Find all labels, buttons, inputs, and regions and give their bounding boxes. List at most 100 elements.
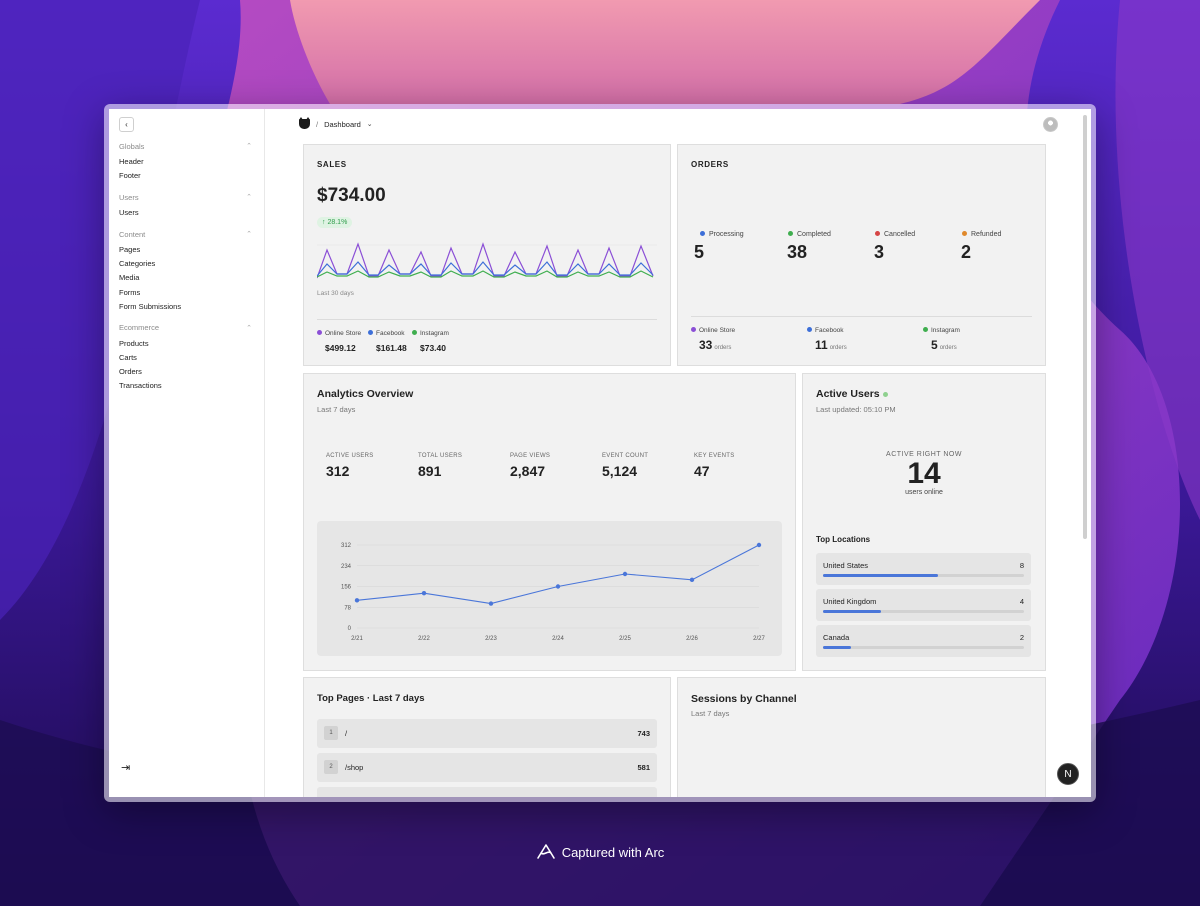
sidebar-item-form-submissions[interactable]: Form Submissions	[119, 301, 182, 311]
data-point	[689, 577, 695, 583]
location-count: 2	[1019, 633, 1024, 642]
sidebar-item-pages[interactable]: Pages	[119, 245, 141, 255]
chevron-down-icon[interactable]: ⌄	[366, 121, 373, 128]
status-dot	[962, 231, 967, 236]
nav-group-label: Users	[119, 192, 139, 202]
metric-key-events: KEY EVENTS 47	[694, 453, 735, 479]
sidebar-item-carts[interactable]: Carts	[119, 352, 137, 362]
sidebar-item-orders[interactable]: Orders	[119, 366, 142, 376]
nav-group-header[interactable]: Users ⌃	[119, 192, 264, 202]
table-row[interactable]: 1 / 743	[317, 719, 657, 748]
orders-label: ORDERS	[691, 160, 729, 169]
page-rank: 2	[324, 760, 338, 774]
chevron-up-icon: ⌃	[246, 143, 252, 150]
analytics-line-chart: 0 78 156 234 312 2/21 2/22 2/23 2/24 2/25 2/26 2/27	[341, 542, 765, 642]
order-source-instagram: Instagram 5 orders	[923, 327, 960, 352]
nav-group-label: Ecommerce	[119, 323, 160, 333]
capture-caption: Captured with Arc	[0, 843, 1200, 861]
x-tick-label: 2/22	[418, 636, 430, 642]
legend-dot	[317, 330, 322, 335]
source-name: Online Store	[699, 327, 736, 334]
order-status-completed: Completed 38	[787, 231, 831, 263]
location-row[interactable]: United Kingdom 4	[816, 589, 1031, 621]
table-row[interactable]: 2 /shop 581	[317, 753, 657, 782]
x-tick-label: 2/26	[686, 636, 698, 642]
nav-group-header[interactable]: Content ⌃	[119, 229, 264, 239]
sidebar-item-forms[interactable]: Forms	[119, 287, 141, 297]
active-now-unit: users online	[905, 489, 943, 496]
sales-period: Last 30 days	[317, 290, 354, 297]
order-source-facebook: Facebook 11 orders	[807, 327, 847, 352]
live-status-dot	[883, 392, 888, 397]
next-dev-button[interactable]: N	[1057, 763, 1079, 785]
data-point	[354, 598, 360, 603]
source-count-wrap: 11 orders	[807, 338, 847, 352]
location-bar-fill	[823, 646, 852, 649]
sidebar-item-products[interactable]: Products	[119, 338, 149, 348]
nav-group-ecommerce: Ecommerce ⌃ Products Carts Orders Transa…	[119, 323, 264, 395]
analytics-period: Last 7 days	[317, 405, 356, 414]
sidebar-item-transactions[interactable]: Transactions	[119, 381, 162, 391]
location-row[interactable]: Canada 2	[816, 625, 1031, 657]
chevron-up-icon: ⌃	[246, 194, 252, 202]
chevron-up-icon: ⌃	[246, 324, 252, 332]
location-bar-fill	[823, 574, 938, 577]
nav-group-header[interactable]: Ecommerce ⌃	[119, 323, 264, 333]
nav-group-globals: Globals ⌃ Header Footer	[119, 141, 264, 185]
scrollbar[interactable]	[1083, 115, 1087, 539]
orders-card: ORDERS Processing 5 Completed 38 Cancell…	[677, 144, 1046, 366]
sidebar-item-media[interactable]: Media	[119, 273, 140, 283]
active-now-count: 14	[907, 457, 941, 490]
location-row[interactable]: United States 8	[816, 553, 1031, 585]
location-count: 4	[1019, 597, 1024, 606]
sidebar-item-header[interactable]: Header	[119, 157, 144, 166]
x-tick-label: 2/25	[619, 636, 631, 642]
x-tick-label: 2/24	[552, 636, 564, 642]
nav-group-label: Globals	[119, 141, 145, 151]
logo-icon[interactable]	[299, 117, 310, 129]
metric-label: KEY EVENTS	[694, 453, 735, 459]
sidebar: ‹ Globals ⌃ Header Footer Users ⌃ Users …	[109, 109, 265, 797]
status-name: Cancelled	[884, 231, 916, 238]
sidebar-item-users[interactable]: Users	[119, 208, 139, 218]
sidebar-item-categories[interactable]: Categories	[119, 259, 156, 269]
source-count-wrap: 5 orders	[923, 338, 960, 352]
sales-label: SALES	[317, 160, 347, 169]
source-value: $73.40	[420, 343, 446, 353]
top-pages-title: Top Pages · Last 7 days	[317, 693, 425, 704]
sidebar-item-footer[interactable]: Footer	[119, 171, 141, 181]
order-status-processing: Processing 5	[694, 231, 744, 263]
avatar[interactable]	[1043, 117, 1058, 132]
chevron-left-icon[interactable]: ‹	[119, 117, 134, 132]
y-tick-label: 312	[341, 543, 352, 549]
location-name: Canada	[823, 633, 850, 642]
x-tick-label: 2/21	[351, 636, 363, 642]
metric-active-users: ACTIVE USERS 312	[326, 453, 374, 479]
location-name: United Kingdom	[823, 597, 877, 606]
metric-value: 312	[326, 463, 350, 479]
page-path: /shop	[345, 763, 364, 772]
source-count: 5	[931, 338, 938, 352]
location-bar-track	[823, 646, 1024, 649]
metric-event-count: EVENT COUNT 5,124	[602, 453, 648, 479]
status-dot	[700, 231, 705, 236]
sparkline-facebook	[317, 261, 654, 277]
order-status-refunded: Refunded 2	[961, 231, 1001, 263]
sales-sparkline	[317, 242, 657, 279]
page-count: 743	[637, 729, 650, 738]
analytics-title: Analytics Overview	[317, 388, 414, 400]
metric-label: TOTAL USERS	[418, 453, 463, 459]
sales-source-online-store: Online Store $499.12	[317, 330, 361, 353]
breadcrumb-dashboard[interactable]: Dashboard	[324, 119, 361, 129]
nav-group-header[interactable]: Globals ⌃	[119, 141, 264, 151]
table-row[interactable]	[317, 787, 657, 797]
metric-total-users: TOTAL USERS 891	[418, 453, 462, 479]
location-bar-fill	[823, 610, 882, 613]
logout-icon[interactable]: ⇥	[121, 762, 131, 774]
source-unit: orders	[939, 345, 957, 351]
status-count: 2	[961, 242, 972, 262]
status-count: 3	[874, 242, 885, 262]
status-count: 38	[787, 242, 808, 262]
top-pages-card: Top Pages · Last 7 days 1 / 743 2 /shop …	[303, 677, 671, 797]
divider	[317, 319, 657, 320]
